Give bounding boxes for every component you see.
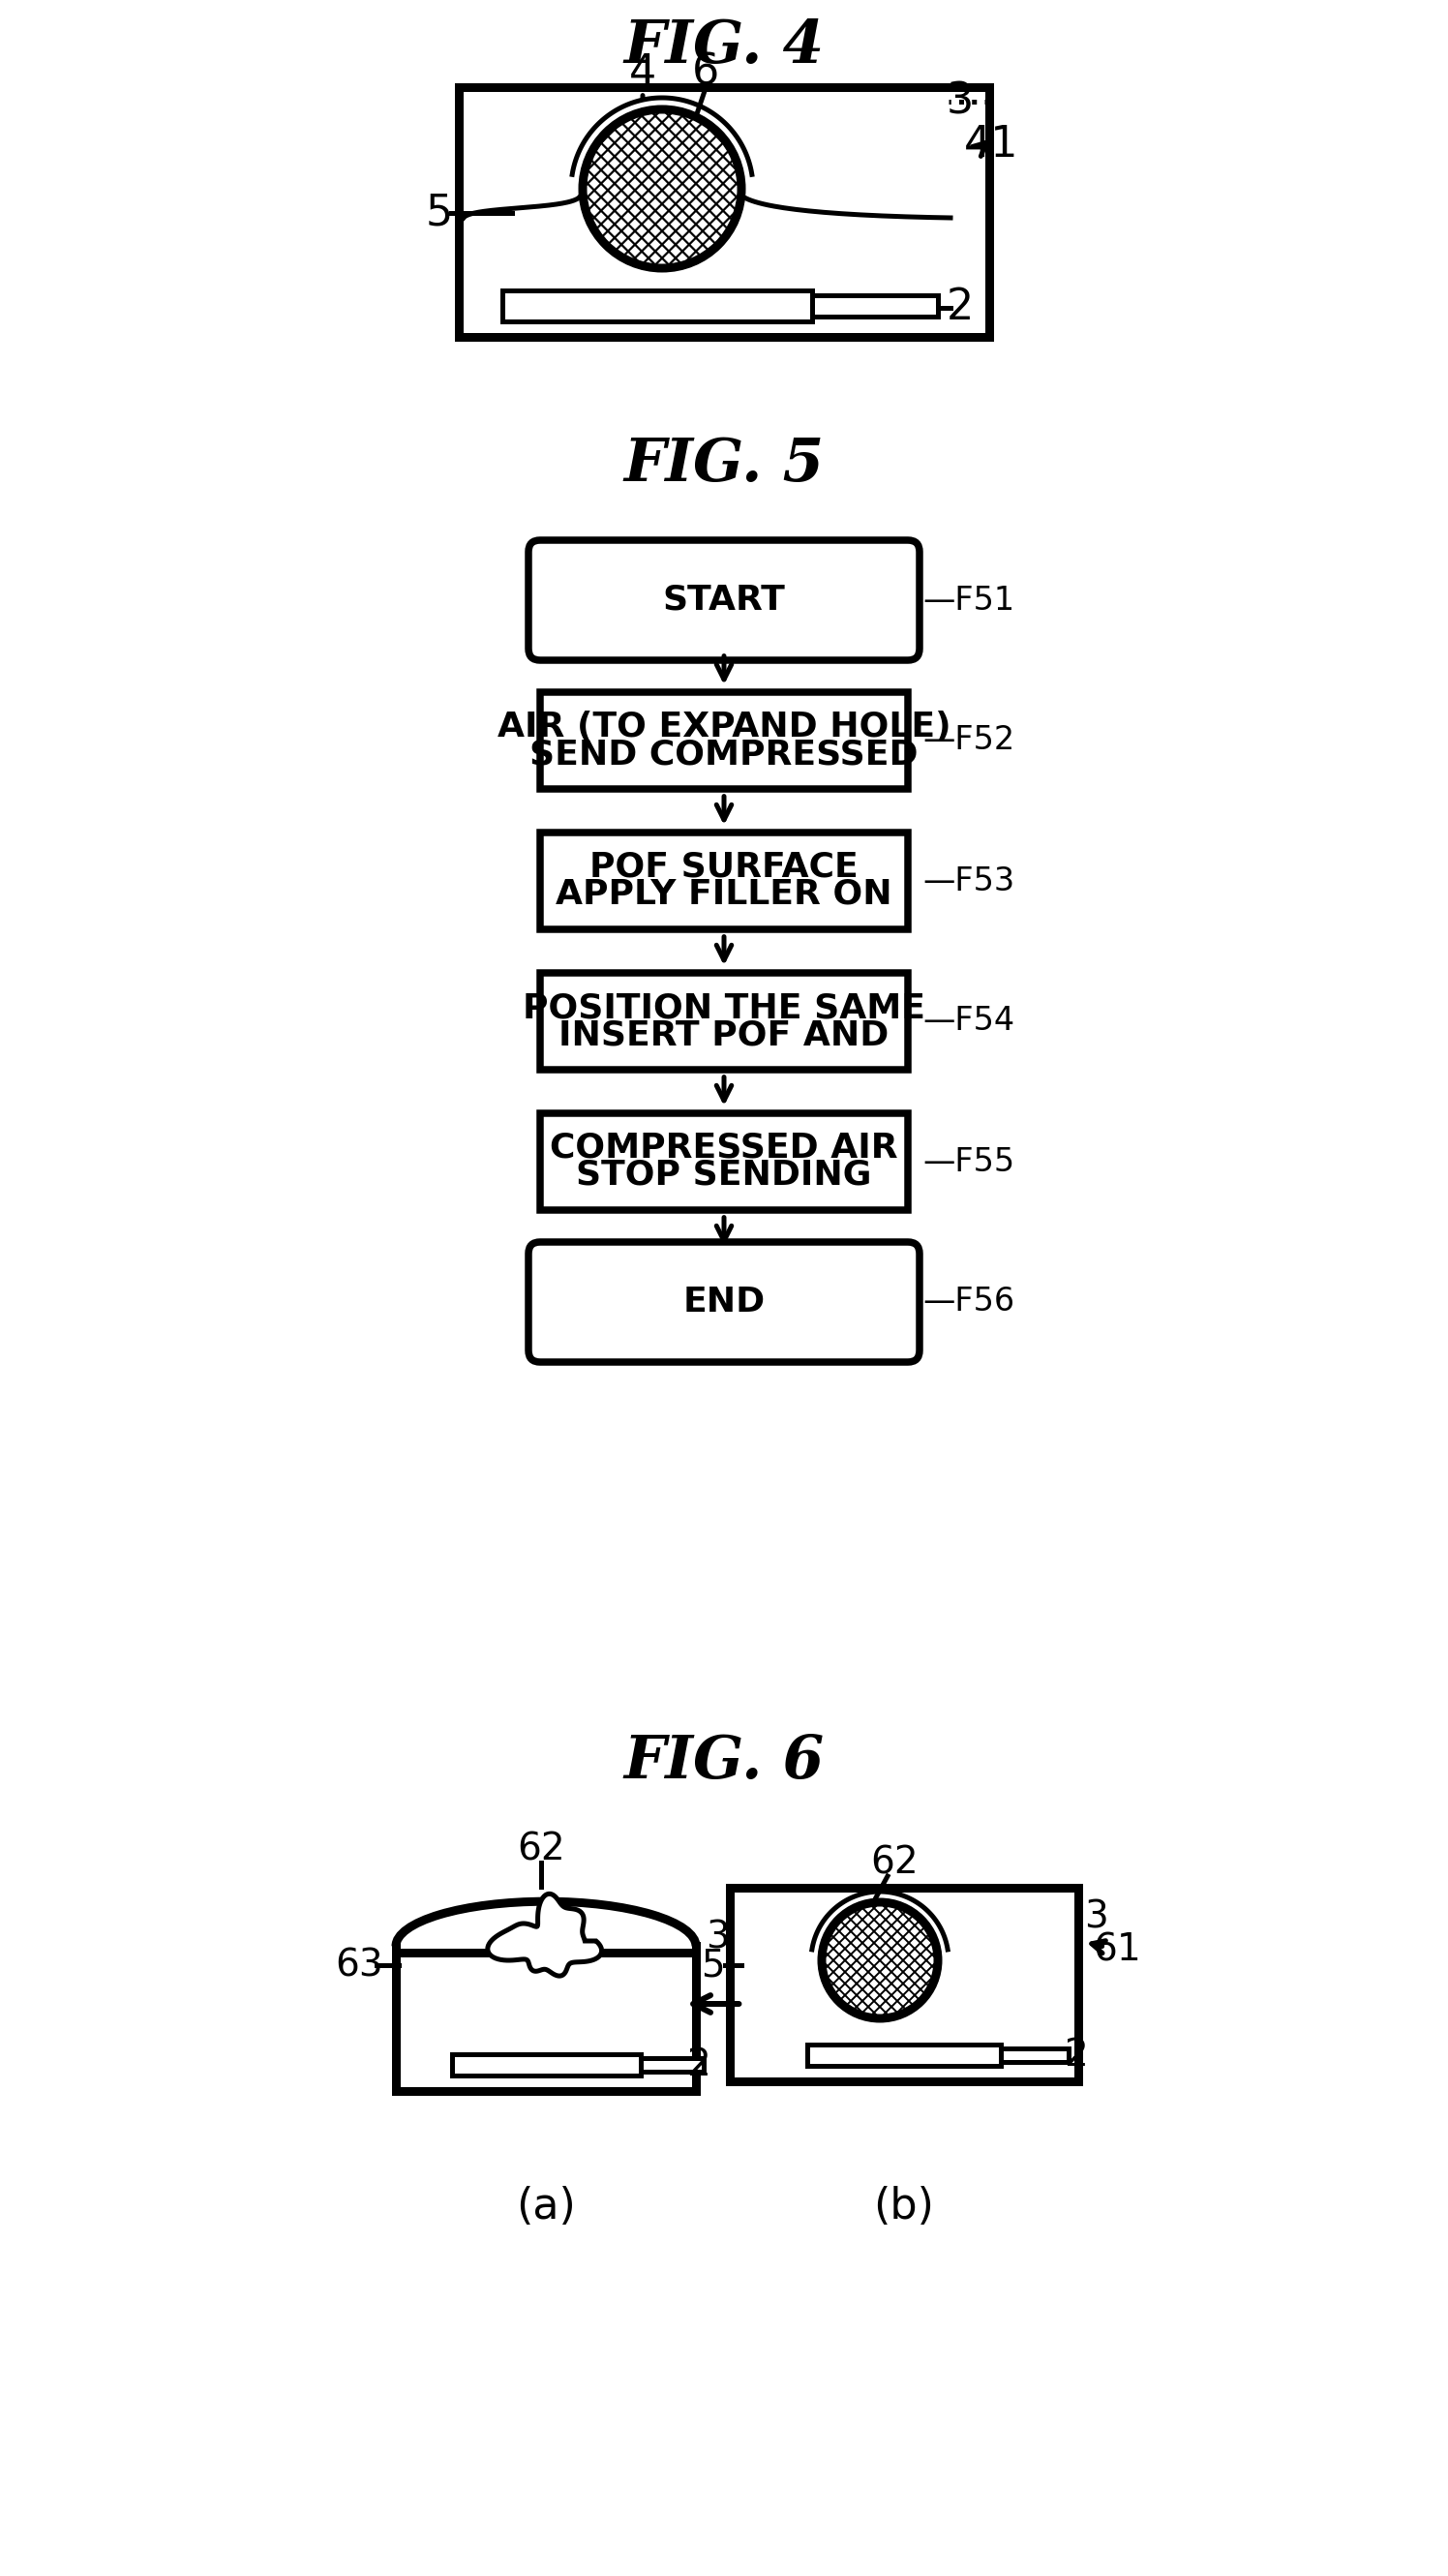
Bar bbox=[812, 296, 938, 317]
Bar bbox=[807, 2045, 1001, 2066]
Text: STOP SENDING: STOP SENDING bbox=[576, 1159, 872, 1193]
Bar bbox=[540, 832, 908, 930]
Bar bbox=[395, 1953, 696, 2092]
Text: POF SURFACE: POF SURFACE bbox=[589, 850, 859, 884]
Circle shape bbox=[822, 1901, 938, 2020]
Bar bbox=[640, 2058, 704, 2071]
Text: —F54: —F54 bbox=[922, 1005, 1015, 1038]
Text: 2: 2 bbox=[686, 2045, 710, 2084]
Bar bbox=[452, 2053, 640, 2076]
Text: FIG. 4: FIG. 4 bbox=[624, 18, 824, 75]
Text: —F51: —F51 bbox=[922, 585, 1015, 616]
Text: —F53: —F53 bbox=[922, 866, 1015, 896]
Text: FIG. 6: FIG. 6 bbox=[624, 1734, 824, 1790]
Circle shape bbox=[582, 108, 741, 268]
Text: 5: 5 bbox=[701, 1947, 724, 1984]
Bar bbox=[502, 291, 812, 322]
Text: 62: 62 bbox=[870, 1844, 918, 1883]
Text: 6: 6 bbox=[692, 52, 720, 93]
Bar bbox=[540, 974, 908, 1069]
Bar bbox=[1001, 2048, 1069, 2061]
Bar bbox=[540, 1113, 908, 1211]
Text: INSERT POF AND: INSERT POF AND bbox=[559, 1018, 889, 1051]
FancyBboxPatch shape bbox=[529, 1242, 919, 1363]
Text: 63: 63 bbox=[334, 1947, 384, 1984]
Text: 3: 3 bbox=[1083, 1899, 1108, 1935]
Text: FIG. 5: FIG. 5 bbox=[624, 435, 824, 495]
Text: 5: 5 bbox=[426, 193, 453, 234]
Text: (a): (a) bbox=[515, 2187, 576, 2228]
Bar bbox=[730, 1888, 1079, 2081]
Text: APPLY FILLER ON: APPLY FILLER ON bbox=[556, 878, 892, 912]
Text: 2: 2 bbox=[1064, 2038, 1087, 2074]
Text: 4: 4 bbox=[628, 52, 656, 93]
Text: COMPRESSED AIR: COMPRESSED AIR bbox=[550, 1131, 898, 1164]
Text: —F52: —F52 bbox=[922, 724, 1015, 757]
Text: AIR (TO EXPAND HOLE): AIR (TO EXPAND HOLE) bbox=[497, 711, 951, 744]
Text: 2: 2 bbox=[947, 286, 975, 330]
Text: 62: 62 bbox=[517, 1832, 565, 1868]
Text: —F55: —F55 bbox=[922, 1146, 1015, 1177]
Text: END: END bbox=[683, 1285, 765, 1319]
Text: 41: 41 bbox=[964, 124, 1018, 165]
Text: —F56: —F56 bbox=[922, 1285, 1015, 1319]
Text: 61: 61 bbox=[1093, 1932, 1141, 1968]
FancyBboxPatch shape bbox=[529, 541, 919, 659]
Bar bbox=[459, 88, 989, 337]
Text: 3: 3 bbox=[705, 1919, 730, 1955]
Text: POSITION THE SAME: POSITION THE SAME bbox=[523, 992, 925, 1025]
Text: 3: 3 bbox=[947, 80, 975, 124]
Text: (b): (b) bbox=[873, 2187, 934, 2228]
Bar bbox=[540, 693, 908, 788]
Text: START: START bbox=[663, 585, 785, 616]
Polygon shape bbox=[488, 1893, 601, 1976]
Text: SEND COMPRESSED: SEND COMPRESSED bbox=[530, 737, 918, 770]
